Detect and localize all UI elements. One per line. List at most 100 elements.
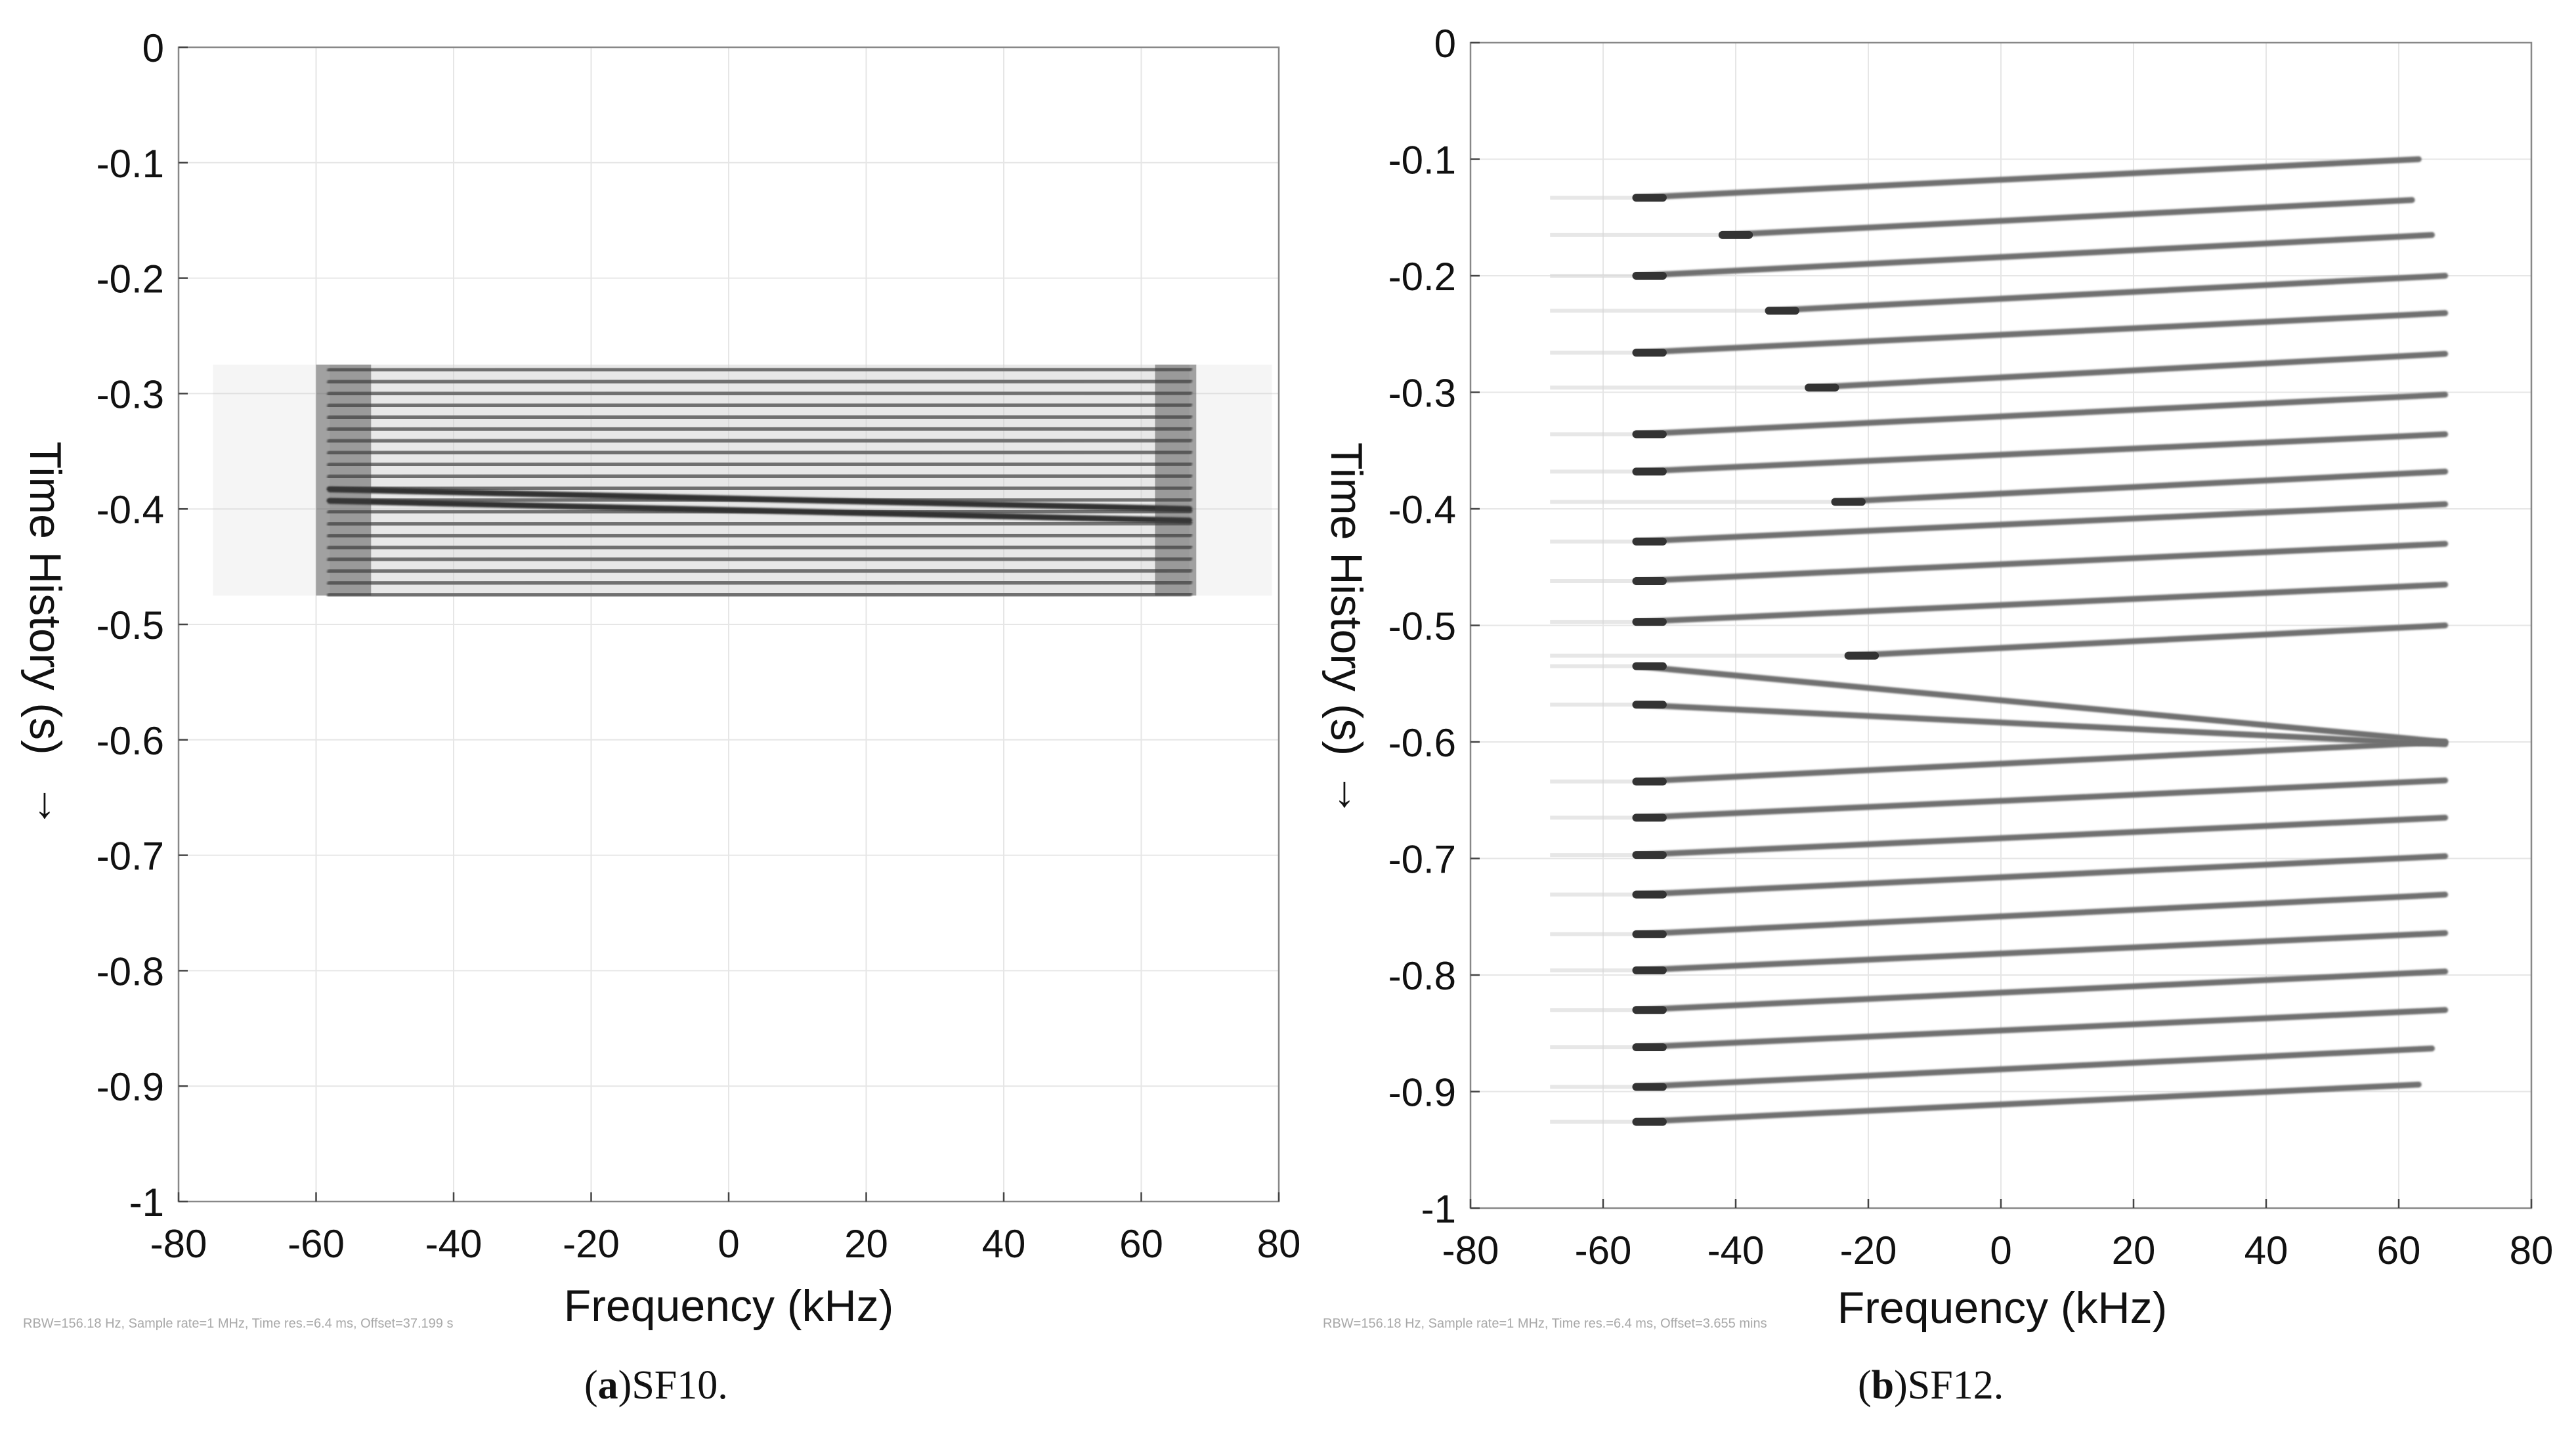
x-tick-label: 40 [982, 1222, 1026, 1266]
caption-a-letter: a [598, 1363, 618, 1408]
x-tick-label: 40 [2244, 1228, 2288, 1272]
chirp-2 [326, 378, 1193, 385]
chirp-02 [1719, 197, 2415, 238]
y-tick-label: 0 [142, 26, 164, 70]
x-axis-title: Frequency (kHz) [564, 1281, 894, 1331]
chirp-23 [1633, 1081, 2422, 1125]
chirp-11 [1633, 540, 2449, 584]
y-axis-arrow: ↓ [1334, 767, 1356, 815]
y-axis-title: Time History (s) [20, 441, 70, 754]
x-tick-label: -40 [425, 1222, 483, 1266]
chirp-03 [1633, 232, 2435, 279]
chirp-1 [326, 366, 1193, 374]
x-tick-label: 20 [844, 1222, 888, 1266]
y-tick-label: -0.5 [1388, 605, 1456, 649]
x-tick-label: 80 [1257, 1222, 1301, 1266]
downchirp-1 [1633, 663, 2449, 745]
chirp-21 [1633, 1007, 2449, 1051]
footnote-b: RBW=156.18 Hz, Sample rate=1 MHz, Time r… [1323, 1316, 1767, 1331]
caption-a: (a)SF10. [584, 1363, 728, 1408]
chirp-11 [326, 484, 1193, 492]
chirp-17 [1633, 853, 2449, 898]
x-tick-label: 0 [1990, 1228, 2011, 1272]
y-tick-label: -0.2 [97, 257, 164, 301]
y-tick-label: -0.8 [1388, 954, 1456, 998]
y-tick-label: -0.6 [1388, 721, 1456, 765]
chirp-10 [1633, 501, 2449, 545]
chirp-3 [326, 389, 1193, 397]
y-tick-label: -0.6 [97, 719, 164, 763]
chirp-9 [326, 460, 1193, 469]
chirp-14 [1633, 739, 2449, 785]
y-axis-arrow: ↓ [34, 778, 56, 827]
y-tick-label: -0.2 [1388, 255, 1456, 299]
y-tick-label: 0 [1434, 22, 1456, 66]
chirp-18 [326, 567, 1193, 575]
downchirp-1 [326, 486, 1193, 512]
chirp-12 [1633, 581, 2449, 625]
x-axis-title: Frequency (kHz) [1837, 1283, 2168, 1333]
y-tick-label: -1 [1421, 1187, 1456, 1231]
x-tick-label: 80 [2510, 1228, 2554, 1272]
chirp-16 [1633, 814, 2449, 858]
x-tick-label: -60 [1575, 1228, 1632, 1272]
y-tick-label: -0.9 [1388, 1071, 1456, 1115]
burst-edge-left [316, 364, 372, 596]
burst-edge-right [1155, 364, 1197, 596]
chirp-8 [326, 448, 1193, 457]
chirp-6 [326, 425, 1193, 433]
y-axis-title: Time History (s) [1321, 443, 1371, 756]
chirp-20 [326, 591, 1193, 599]
chart-panel-b: -80 -60 -40 -20 0 20 40 60 80 0 -0.1 -0.2 -0.3 -0.4 -0… [1321, 22, 2553, 1333]
x-tick-label: -80 [1442, 1228, 1499, 1272]
x-tick-label: -20 [563, 1222, 620, 1266]
y-tick-label: -0.1 [1388, 139, 1456, 183]
footnote-a: RBW=156.18 Hz, Sample rate=1 MHz, Time r… [23, 1316, 453, 1331]
chirp-16 [326, 543, 1193, 552]
chirp-07 [1633, 391, 2449, 437]
x-tick-label: -80 [150, 1222, 207, 1266]
y-tick-label: -0.5 [97, 603, 164, 647]
x-tick-label: 60 [1119, 1222, 1163, 1266]
chirp-13 [1845, 622, 2449, 659]
downchirp-2 [326, 498, 1193, 524]
caption-b-letter: b [1872, 1363, 1894, 1408]
x-tick-label: 20 [2112, 1228, 2156, 1272]
chirp-14 [326, 519, 1193, 528]
chirp-15 [326, 531, 1193, 540]
chirp-01 [1633, 156, 2422, 201]
chirp-15 [1633, 777, 2449, 821]
x-tick-label: 60 [2377, 1228, 2421, 1272]
chirp-09 [1832, 468, 2449, 505]
y-tick-label: -0.9 [97, 1065, 164, 1109]
caption-a-text: SF10. [632, 1363, 727, 1408]
y-tick-label: -0.7 [1388, 838, 1456, 882]
chirp-19 [326, 579, 1193, 587]
x-tick-label: -20 [1840, 1228, 1897, 1272]
y-tick-label: -0.1 [97, 142, 164, 186]
chirp-18 [1633, 892, 2449, 938]
chirp-10 [326, 472, 1193, 481]
caption-b-text: SF12. [1908, 1363, 2004, 1408]
chart-panel-a: -80 -60 -40 -20 0 20 40 60 80 0 -0.1 -0.2 -0.3 -0.4 -0… [20, 26, 1300, 1331]
chirp-22 [1633, 1045, 2435, 1090]
downchirp-2 [1633, 701, 2449, 748]
chirp-08 [1633, 431, 2449, 475]
y-tick-label: -0.7 [97, 835, 164, 879]
x-tick-label: -60 [288, 1222, 345, 1266]
caption-b: (b)SF12. [1858, 1363, 2004, 1408]
y-tick-label: -0.4 [97, 488, 164, 532]
chirp-5 [326, 413, 1193, 421]
y-tick-label: -1 [129, 1181, 164, 1225]
chirp-06 [1805, 351, 2449, 391]
chirp-05 [1633, 310, 2449, 356]
chirp-04 [1766, 272, 2449, 314]
chirp-7 [326, 437, 1193, 445]
chirp-20 [1633, 968, 2449, 1013]
y-tick-label: -0.8 [97, 949, 164, 993]
chirp-4 [326, 401, 1193, 409]
y-tick-label: -0.4 [1388, 488, 1456, 532]
chirp-17 [326, 555, 1193, 563]
x-tick-label: -40 [1707, 1228, 1765, 1272]
